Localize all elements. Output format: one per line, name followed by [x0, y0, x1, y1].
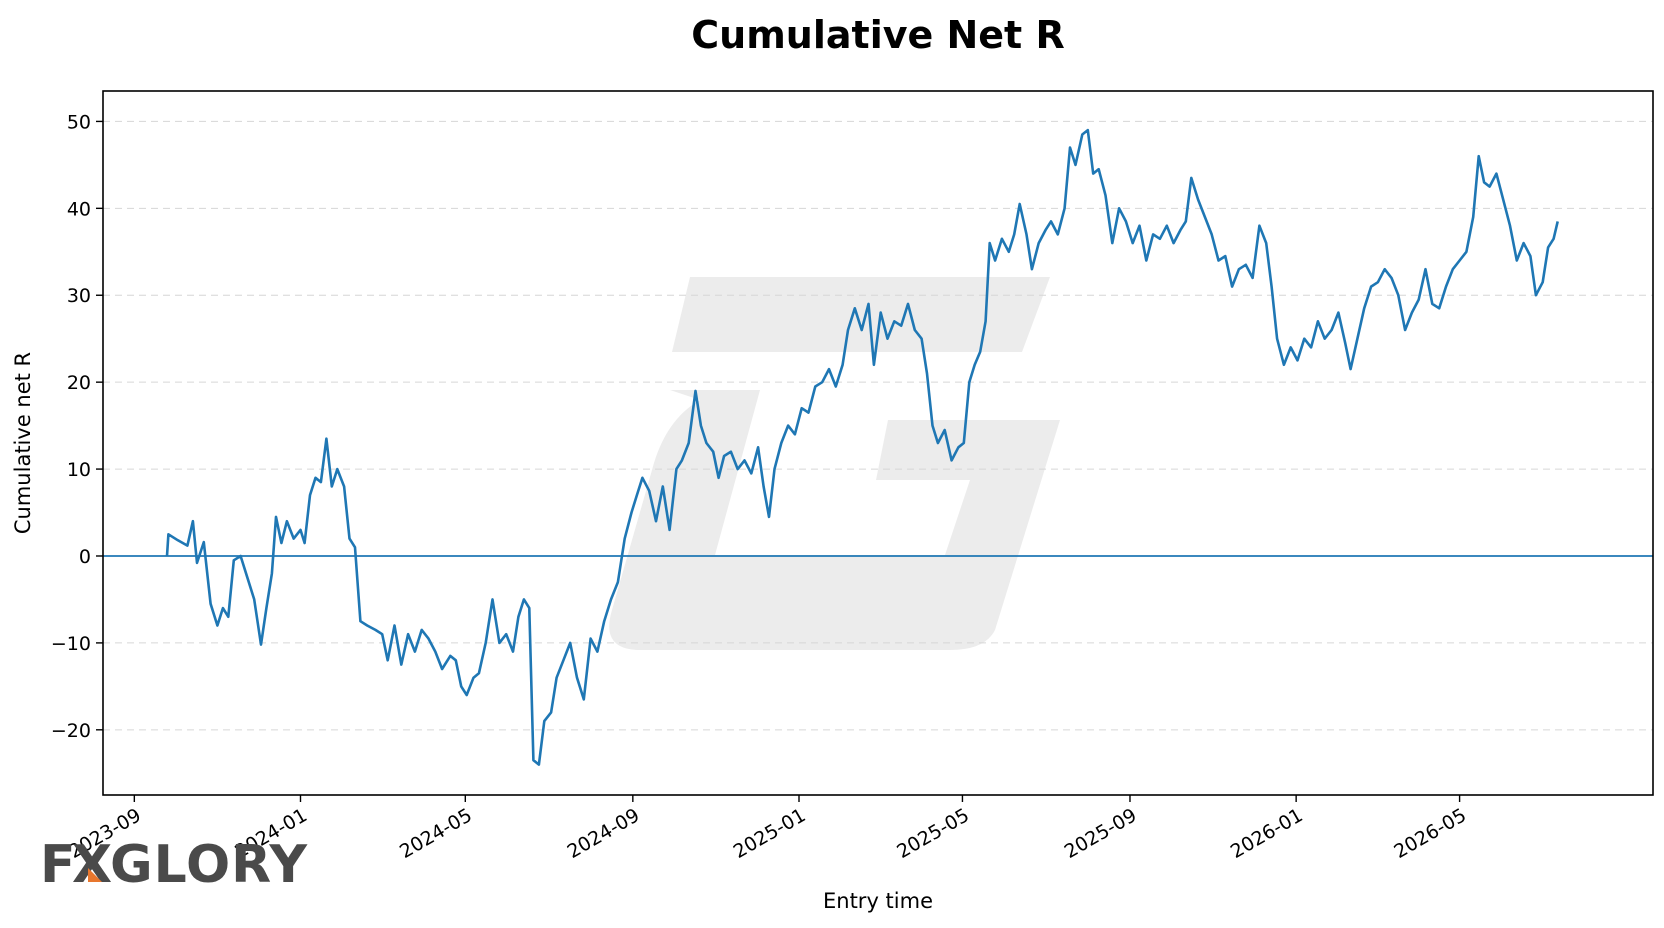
- grid-layer: [103, 120, 1653, 731]
- x-axis-label: Entry time: [823, 889, 933, 913]
- y-tick-label: 40: [67, 198, 91, 220]
- x-tick-label: 2026-05: [1390, 804, 1470, 863]
- y-tick-label: 20: [67, 372, 91, 394]
- logo-accent-mark: [88, 868, 102, 882]
- y-tick-label: 10: [67, 459, 91, 481]
- x-tick-label: 2025-01: [730, 804, 810, 863]
- y-tick-layer: −20 −10 0 10 20 30 40 50: [51, 111, 103, 742]
- brand-logo: F X GLORY: [40, 835, 308, 895]
- y-tick-label: 30: [67, 285, 91, 307]
- watermark-emblem: [609, 277, 1060, 650]
- y-tick-label: −10: [51, 633, 91, 655]
- svg-text:F: F: [40, 835, 77, 895]
- y-tick-label: 0: [79, 546, 91, 568]
- x-tick-label: 2024-09: [564, 804, 644, 863]
- x-tick-label: 2025-05: [893, 804, 973, 863]
- svg-text:GLORY: GLORY: [110, 835, 308, 895]
- x-tick-label: 2025-09: [1061, 804, 1141, 863]
- svg-text:X: X: [72, 835, 113, 895]
- y-axis-label: Cumulative net R: [11, 352, 35, 534]
- x-tick-label: 2026-01: [1227, 804, 1307, 863]
- y-tick-label: −20: [51, 720, 91, 742]
- y-tick-label: 50: [67, 111, 91, 133]
- series-layer: [165, 128, 1559, 766]
- chart-title: Cumulative Net R: [691, 13, 1064, 57]
- x-tick-label: 2024-05: [396, 804, 476, 863]
- plot-frame: [102, 90, 1654, 796]
- series-line: [165, 128, 1559, 766]
